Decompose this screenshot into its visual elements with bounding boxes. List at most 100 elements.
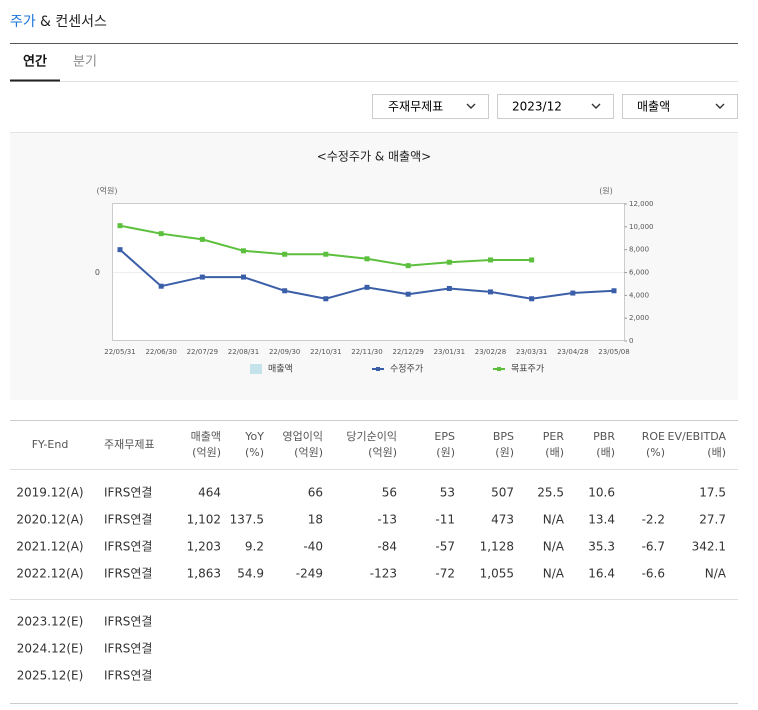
- table-cell: 1,102: [187, 513, 221, 527]
- table-cell: 66: [308, 486, 323, 500]
- point: [158, 283, 164, 289]
- point: [529, 257, 535, 263]
- dropdown[interactable]: 주재무제표: [372, 94, 489, 119]
- x-tick-label: 22/05/31: [104, 348, 135, 356]
- column-header: (억원): [294, 446, 323, 459]
- title-highlight: 주가: [10, 14, 36, 30]
- y2-tick-label: 12,000: [629, 200, 654, 208]
- point: [446, 285, 452, 291]
- y-axis-label: (억원): [97, 186, 118, 196]
- x-tick-label: 22/06/30: [145, 348, 176, 356]
- point: [611, 288, 617, 294]
- column-header: (억원): [192, 446, 221, 459]
- table-cell: IFRS연결: [104, 669, 152, 683]
- y2-tick-label: 2,000: [629, 314, 649, 322]
- legend-swatch: [497, 367, 501, 371]
- table-cell: 2023.12(E): [17, 615, 84, 629]
- x-tick-label: 23/05/08: [598, 348, 629, 356]
- column-header: (원): [495, 446, 514, 459]
- point: [529, 296, 535, 302]
- point: [405, 291, 411, 297]
- table-cell: 507: [491, 486, 514, 500]
- table-cell: IFRS연결: [104, 513, 152, 527]
- legend-label: 목표주가: [511, 364, 544, 375]
- table-cell: 1,203: [187, 540, 221, 554]
- table-cell: 2024.12(E): [17, 642, 84, 656]
- legend-label: 매출액: [268, 363, 293, 375]
- column-header: (원): [436, 446, 455, 459]
- y2-tick-label: 0: [629, 337, 633, 345]
- table-cell: N/A: [543, 567, 565, 581]
- table-cell: -6.6: [642, 567, 665, 581]
- table-cell: 2019.12(A): [16, 486, 83, 500]
- table-cell: 1,128: [480, 540, 514, 554]
- y2-tick-label: 8,000: [629, 246, 649, 254]
- table-cell: -84: [377, 540, 397, 554]
- x-tick-label: 22/09/30: [269, 348, 300, 356]
- y2-tick-label: 6,000: [629, 269, 649, 277]
- point: [117, 247, 123, 253]
- point: [488, 257, 493, 263]
- table-cell: 27.7: [699, 513, 726, 527]
- point: [282, 288, 288, 294]
- y2-tick-label: 10,000: [629, 223, 654, 231]
- table-cell: 17.5: [699, 486, 726, 500]
- point: [199, 236, 205, 242]
- table-cell: 18: [308, 513, 323, 527]
- point: [364, 284, 370, 290]
- x-tick-label: 22/08/31: [228, 348, 259, 356]
- x-tick-label: 22/11/30: [351, 348, 382, 356]
- table-cell: 54.9: [237, 567, 264, 581]
- point: [323, 296, 329, 302]
- table-cell: 25.5: [537, 486, 564, 500]
- dropdown[interactable]: 매출액: [622, 94, 738, 119]
- legend-swatch: [376, 367, 380, 371]
- dropdown-label: 2023/12: [512, 100, 562, 114]
- column-header: (%): [245, 446, 264, 459]
- column-header: (%): [646, 446, 665, 459]
- tab[interactable]: 분기: [73, 55, 97, 70]
- table-cell: -40: [303, 540, 323, 554]
- table-cell: IFRS연결: [104, 486, 152, 500]
- table-cell: 473: [491, 513, 514, 527]
- dropdown-label: 매출액: [637, 100, 670, 114]
- point: [199, 274, 205, 280]
- table-cell: 13.4: [588, 513, 615, 527]
- column-header: 주재무제표: [104, 438, 155, 451]
- table-cell: -249: [296, 567, 323, 581]
- table-cell: 2022.12(A): [16, 567, 83, 581]
- column-header: (배): [707, 446, 726, 459]
- table-cell: 53: [440, 486, 455, 500]
- column-header: 당기순이익: [346, 430, 397, 443]
- x-tick-label: 23/02/28: [475, 348, 506, 356]
- table-cell: -2.2: [642, 513, 665, 527]
- table-cell: 2025.12(E): [17, 669, 84, 683]
- point: [241, 248, 246, 254]
- column-header: (배): [545, 446, 564, 459]
- x-tick-label: 22/12/29: [392, 348, 423, 356]
- x-tick-label: 23/03/31: [516, 348, 547, 356]
- table-cell: 137.5: [230, 513, 264, 527]
- column-header: YoY: [244, 430, 264, 443]
- table-cell: N/A: [543, 540, 565, 554]
- tab[interactable]: 연간: [23, 54, 47, 70]
- column-header: ROE: [642, 430, 665, 443]
- point: [241, 274, 246, 280]
- table-cell: 16.4: [588, 567, 615, 581]
- point: [117, 223, 123, 229]
- dropdown[interactable]: 2023/12: [497, 94, 614, 119]
- table-cell: 2020.12(A): [16, 513, 83, 527]
- point: [364, 256, 370, 262]
- table-cell: IFRS연결: [104, 567, 152, 581]
- table-cell: -6.7: [642, 540, 665, 554]
- table-cell: 1,055: [480, 567, 514, 581]
- y2-tick-label: 4,000: [629, 291, 649, 299]
- table-cell: N/A: [543, 513, 565, 527]
- column-header: 영업이익: [283, 430, 323, 443]
- point: [488, 289, 493, 295]
- table-cell: -123: [370, 567, 397, 581]
- point: [158, 231, 164, 237]
- column-header: PER: [543, 430, 565, 443]
